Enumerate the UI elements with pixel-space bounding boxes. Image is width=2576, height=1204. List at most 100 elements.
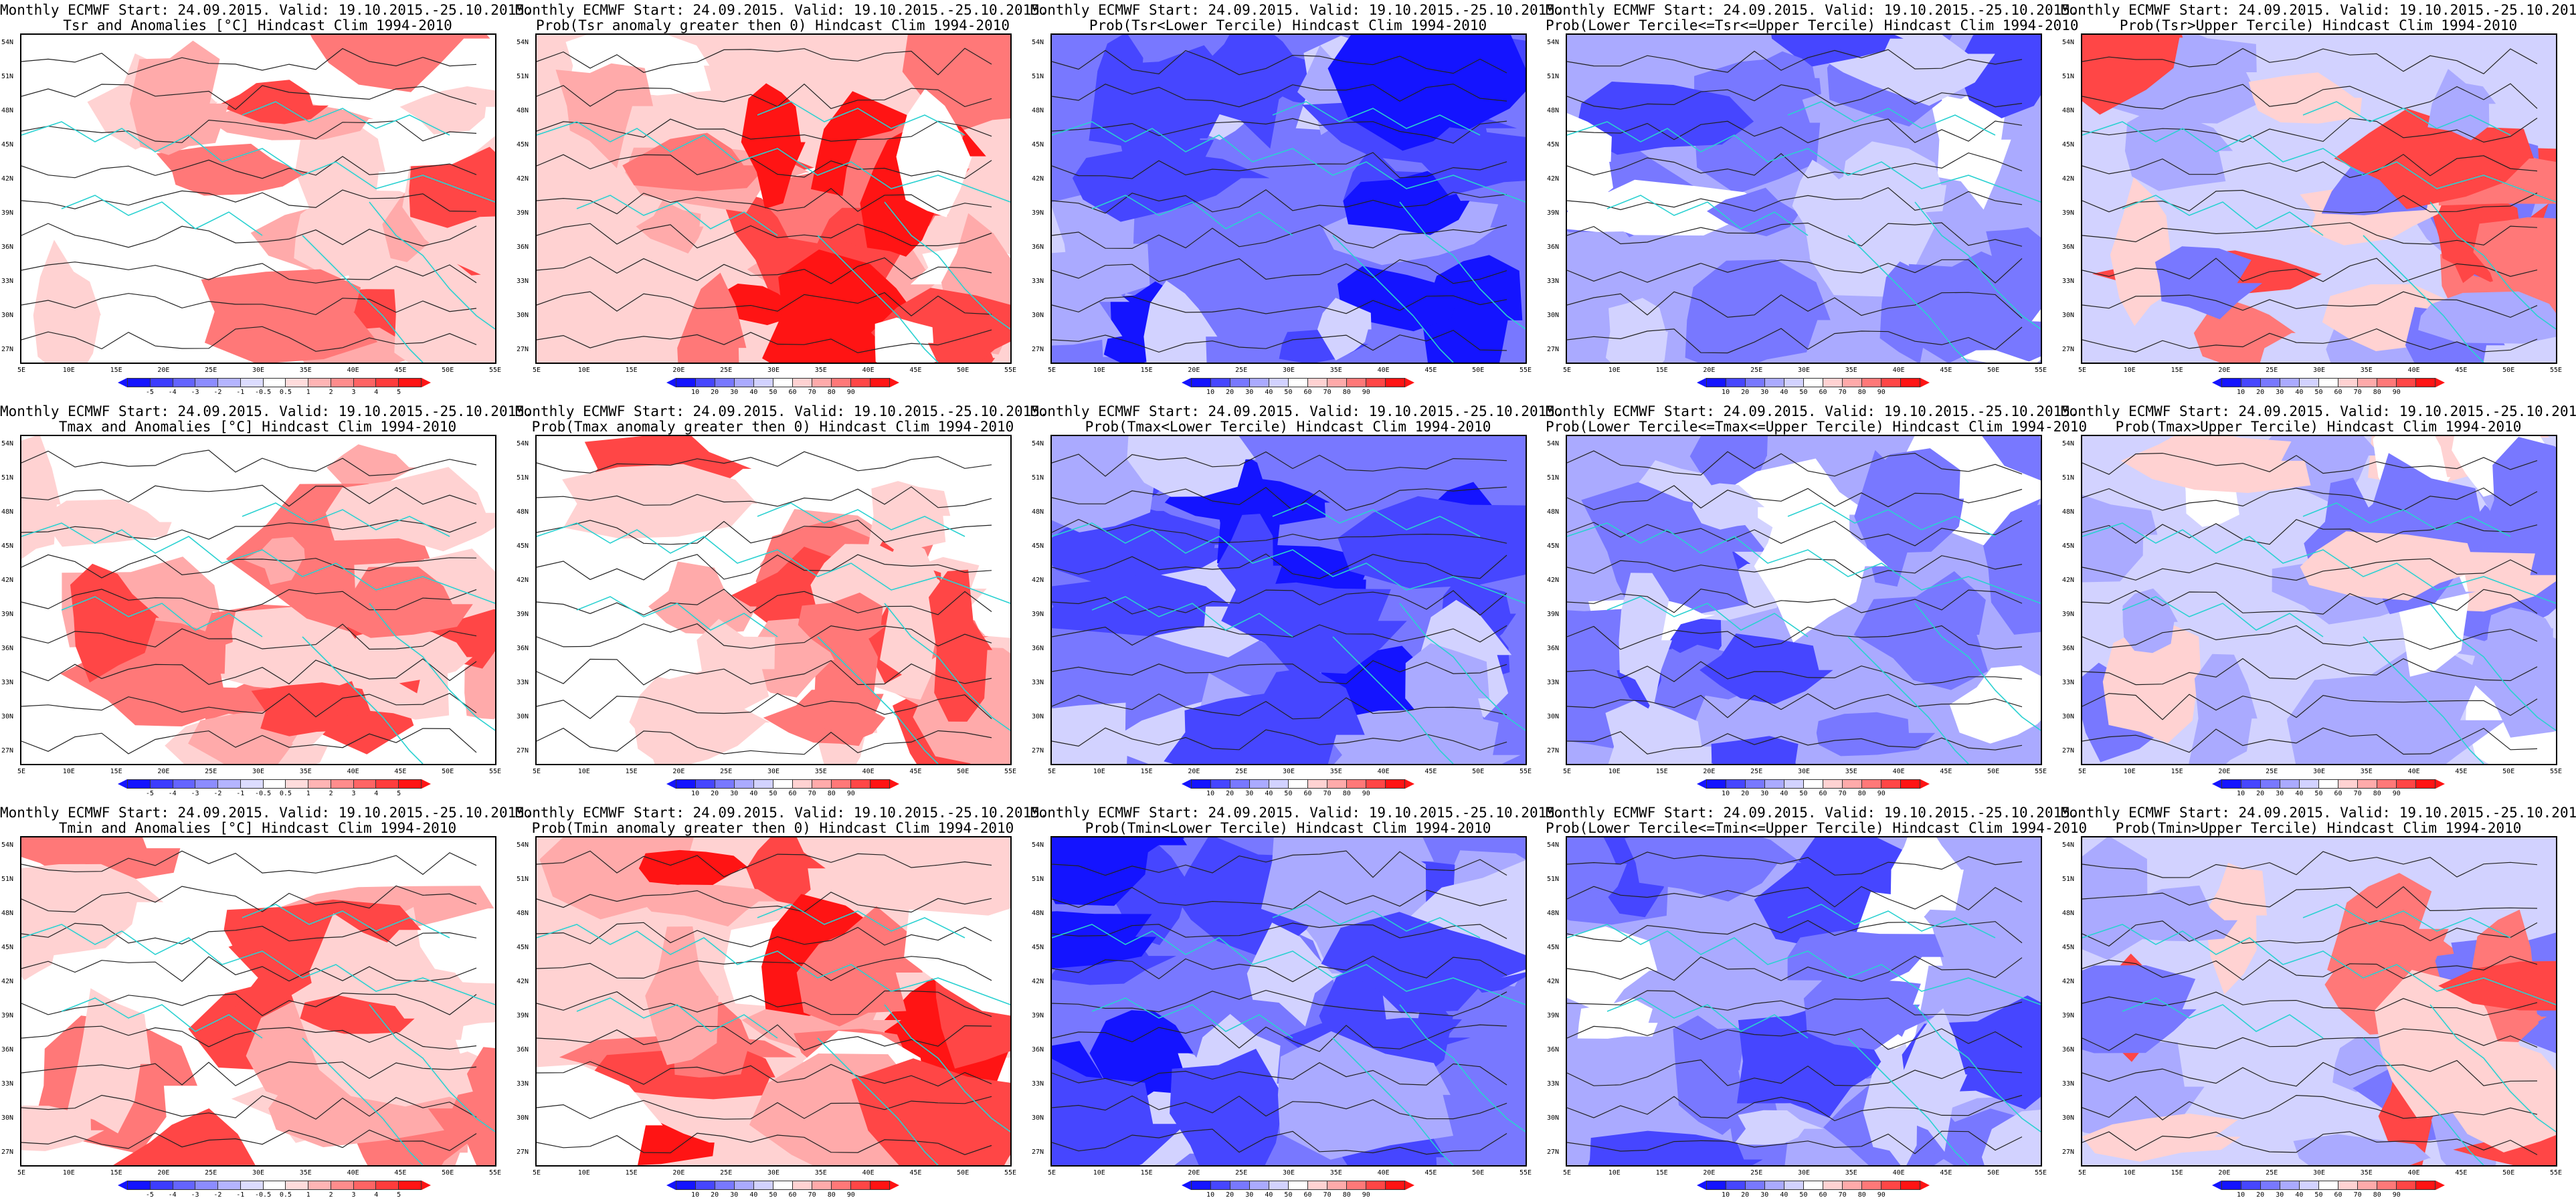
latitude-label: 51N (2062, 876, 2075, 883)
longitude-label: 10E (1608, 367, 1621, 374)
shaded-region (1699, 633, 1833, 704)
isoline (537, 623, 992, 649)
colorbar-swatch (1366, 1181, 1386, 1190)
colorbar-swatch (1765, 779, 1784, 789)
longitude-label: 20E (157, 1169, 170, 1177)
panel-title-run: Monthly ECMWF Start: 24.09.2015. Valid: … (1030, 2, 1564, 18)
longitude-label: 20E (2218, 1169, 2231, 1177)
longitude-label: 5E (1047, 367, 1056, 374)
coastline (1272, 502, 1481, 537)
isoline (537, 47, 992, 76)
coastline (2429, 1004, 2556, 1132)
longitude-label: 25E (205, 367, 217, 374)
latitude-label: 33N (2062, 278, 2075, 285)
colorbar-swatch (2358, 378, 2377, 387)
latitude-label: 45N (2062, 542, 2075, 550)
isoline (21, 992, 477, 1017)
longitude-label: 55E (2549, 768, 2563, 775)
colorbar-tick-label: 90 (2392, 389, 2401, 396)
shaded-region (929, 569, 993, 722)
longitude-label: 45E (2455, 768, 2468, 775)
longitude-label: 10E (1093, 1169, 1105, 1177)
shaded-region (2189, 654, 2258, 764)
latitude-label: 42N (2062, 577, 2075, 584)
isoline (2082, 955, 2538, 981)
shaded-region (1170, 1048, 1293, 1165)
longitude-label: 5E (17, 768, 26, 775)
colorbar-swatch (1191, 779, 1211, 789)
longitude-label: 5E (17, 1169, 26, 1177)
isoline (2082, 291, 2538, 318)
latitude-label: 30N (1, 713, 14, 720)
colorbar-max-arrow (1920, 1181, 1930, 1190)
longitude-label: 55E (2549, 367, 2563, 374)
isoline (1567, 920, 2023, 944)
coastline (1272, 101, 1481, 136)
longitude-label: 10E (1093, 367, 1105, 374)
colorbar-tick-label: 10 (691, 790, 700, 797)
colorbar-tick-label: 70 (1838, 1191, 1847, 1199)
colorbar-swatch (1862, 1181, 1881, 1190)
colorbar-min-arrow (1697, 1181, 1706, 1190)
coastline (576, 596, 778, 637)
latitude-label: 30N (1, 312, 14, 319)
isoline (21, 1025, 477, 1050)
shaded-region (2082, 494, 2158, 583)
latitude-label: 36N (2062, 1046, 2075, 1054)
shaded-region (1763, 51, 1821, 100)
longitude-label: 25E (1750, 1169, 1763, 1177)
longitude-label: 10E (577, 1169, 590, 1177)
latitude-label: 30N (2062, 312, 2075, 319)
colorbar-tick-label: 0.5 (279, 389, 292, 396)
colorbar-swatch (1862, 378, 1881, 387)
colorbar-max-arrow (2435, 779, 2445, 789)
shaded-region (1251, 667, 1365, 764)
longitude-label: 40E (1377, 367, 1390, 374)
latitude-label: 42N (517, 577, 529, 584)
panel-title-variable: Prob(Lower Tercile<=Tsr<=Upper Tercile) … (1546, 17, 2079, 33)
shaded-region (798, 592, 887, 652)
colorbar-swatch (1289, 779, 1308, 789)
isoline (21, 922, 477, 946)
coastline (21, 924, 495, 1005)
latitude-label: 48N (517, 508, 529, 516)
longitude-label: 45E (2455, 367, 2468, 374)
longitude-label: 40E (862, 367, 875, 374)
isoline (1052, 727, 1507, 751)
colorbar-swatch (2377, 779, 2397, 789)
longitude-label: 15E (1655, 367, 1668, 374)
coastline (884, 603, 1010, 731)
longitude-label: 10E (577, 367, 590, 374)
map-canvas (21, 837, 495, 1165)
colorbar (1182, 378, 1414, 387)
colorbar-tick-label: 50 (769, 1191, 777, 1199)
coastline (1332, 1037, 1454, 1165)
isoline (537, 187, 992, 215)
latitude-label: 45N (517, 944, 529, 951)
longitude-label: 15E (110, 367, 122, 374)
colorbar-swatch (1804, 1181, 1823, 1190)
isoline (1567, 1130, 2023, 1155)
panel-title-run: Monthly ECMWF Start: 24.09.2015. Valid: … (1030, 805, 1564, 821)
longitude-label: 15E (1140, 1169, 1153, 1177)
colorbar-swatch (1901, 1181, 1920, 1190)
colorbar-tick-label: -3 (191, 389, 199, 396)
panel-title-variable: Prob(Tmax<Lower Tercile) Hindcast Clim 1… (1085, 419, 1491, 435)
shaded-region (2287, 684, 2457, 743)
longitude-label: 40E (347, 768, 359, 775)
forecast-map (2081, 435, 2557, 765)
shaded-region (2203, 862, 2267, 995)
latitude-label: 45N (2062, 944, 2075, 951)
isoline (2082, 189, 2538, 214)
colorbar-swatch (1726, 1181, 1746, 1190)
panel-title-variable: Prob(Tmin<Lower Tercile) Hindcast Clim 1… (1085, 820, 1491, 836)
colorbar (118, 378, 431, 387)
isoline (1052, 624, 1507, 646)
colorbar-tick-label: 50 (1284, 389, 1293, 396)
longitude-label: 30E (1282, 768, 1295, 775)
colorbar-swatch (376, 779, 399, 789)
colorbar-tick-label: 20 (1741, 1191, 1750, 1199)
shaded-region (2327, 873, 2449, 989)
colorbar-swatch (2319, 378, 2338, 387)
forecast-map (535, 33, 1012, 364)
